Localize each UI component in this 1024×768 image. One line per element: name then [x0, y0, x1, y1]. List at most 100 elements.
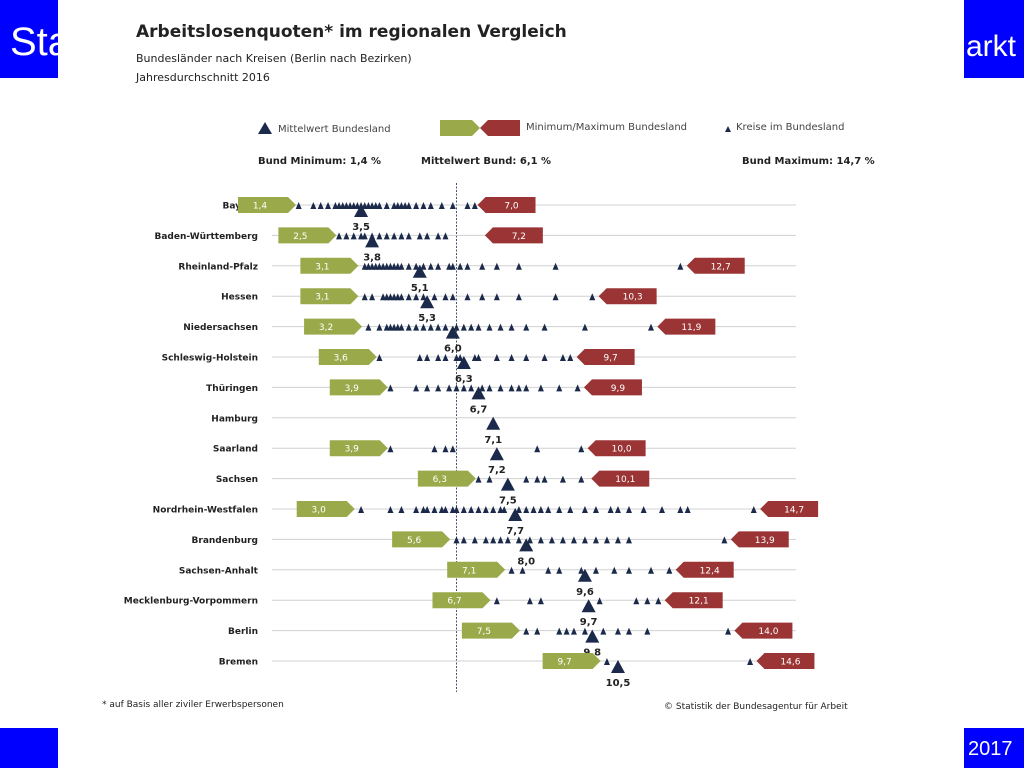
min-value-label: 3,1: [315, 262, 329, 272]
district-marker: [559, 536, 566, 544]
min-box: [542, 653, 601, 669]
district-marker: [592, 566, 599, 574]
slide-header-right: [964, 0, 1024, 78]
min-marker: 9,7: [542, 653, 601, 669]
district-marker: [361, 293, 368, 301]
district-marker: [515, 384, 522, 392]
district-marker: [479, 384, 486, 392]
state-mean-marker: [486, 416, 501, 430]
district-marker: [413, 323, 420, 331]
district-marker: [464, 202, 471, 209]
state-mean-label: 6,0: [444, 344, 462, 355]
district-marker: [552, 262, 559, 270]
district-marker: [310, 202, 317, 209]
district-marker: [413, 202, 420, 209]
state-label: Schleswig-Holstein: [162, 354, 258, 364]
district-marker: [493, 293, 500, 301]
state-row: Nordrhein-Westfalen 3,0 14,7 7,7: [153, 501, 819, 537]
district-marker: [413, 262, 420, 270]
district-marker: [398, 232, 405, 240]
min-marker: 3,6: [318, 349, 377, 365]
district-marker: [460, 323, 467, 331]
max-marker: 7,2: [484, 227, 543, 244]
district-marker: [468, 323, 475, 331]
min-marker: 3,9: [329, 440, 388, 457]
district-marker: [442, 506, 449, 513]
state-mean-marker: [519, 538, 534, 552]
min-value-label: 3,9: [345, 445, 360, 455]
district-marker: [625, 627, 632, 635]
max-box: [657, 318, 716, 335]
district-marker: [625, 506, 632, 513]
district-marker: [592, 536, 599, 544]
district-marker: [446, 384, 453, 392]
min-value-label: 7,5: [477, 627, 491, 637]
min-marker: 5,6: [392, 531, 451, 548]
max-marker: 11,9: [657, 318, 716, 335]
district-marker: [449, 445, 456, 453]
legend-mean-label: Mittelwert Bundesland: [278, 124, 391, 135]
max-marker: 9,9: [583, 379, 642, 396]
min-marker: 3,1: [300, 288, 359, 305]
district-marker: [497, 536, 504, 544]
district-marker: [725, 627, 732, 635]
district-marker: [435, 232, 442, 240]
district-marker: [625, 536, 632, 544]
min-box: [329, 379, 388, 396]
min-marker: 3,0: [296, 501, 355, 517]
state-mean-marker: [456, 356, 471, 369]
min-value-label: 9,7: [557, 658, 571, 668]
max-value-label: 13,9: [755, 536, 775, 546]
district-marker: [677, 262, 684, 270]
min-marker: 2,5: [278, 227, 337, 244]
district-marker: [464, 262, 471, 270]
district-marker: [442, 232, 449, 240]
state-row: Mecklenburg-Vorpommern 6,7 12,1 9,7: [124, 592, 796, 628]
district-marker: [600, 627, 607, 635]
district-marker: [398, 262, 405, 270]
district-marker: [460, 536, 467, 544]
max-value-label: 9,9: [611, 384, 626, 394]
state-mean-label: 7,5: [499, 496, 517, 507]
district-marker: [420, 323, 427, 331]
slide-footer-left: [0, 728, 58, 768]
district-marker: [416, 354, 423, 361]
min-value-label: 3,9: [345, 384, 360, 394]
district-marker: [581, 323, 588, 331]
state-mean-label: 7,1: [484, 435, 502, 446]
district-marker: [482, 506, 489, 513]
min-box: [329, 440, 388, 457]
district-marker: [567, 354, 574, 361]
max-value-label: 14,0: [758, 627, 778, 637]
state-mean-label: 8,0: [517, 556, 535, 567]
district-marker: [497, 323, 504, 331]
max-box: [591, 470, 650, 487]
max-value-label: 14,7: [784, 506, 804, 516]
max-box: [484, 227, 543, 244]
district-marker: [413, 384, 420, 392]
state-row: Hamburg 7,1: [211, 414, 796, 446]
state-row: Thüringen 3,9 9,9 6,7: [206, 379, 796, 415]
legend-max-icon: [480, 120, 520, 136]
district-marker: [398, 323, 405, 331]
state-mean-marker: [412, 264, 427, 278]
district-marker: [523, 475, 530, 483]
district-marker: [633, 597, 640, 605]
min-value-label: 6,7: [447, 597, 461, 607]
min-value-label: 7,1: [462, 566, 476, 576]
state-row: Niedersachsen 3,2 11,9 6,0: [183, 318, 796, 355]
legend-minmax-label: Minimum/Maximum Bundesland: [526, 122, 688, 133]
district-marker: [420, 262, 427, 270]
state-mean-marker: [508, 508, 523, 521]
state-mean-label: 3,5: [352, 222, 370, 233]
district-marker: [486, 475, 493, 483]
max-box: [583, 379, 642, 396]
district-marker: [387, 384, 394, 392]
legend-districts-label: Kreise im Bundesland: [736, 122, 845, 133]
max-box: [686, 257, 745, 274]
state-mean-marker: [581, 599, 596, 613]
state-mean-label: 10,5: [606, 678, 631, 689]
district-marker: [523, 323, 530, 331]
max-box: [587, 440, 646, 457]
